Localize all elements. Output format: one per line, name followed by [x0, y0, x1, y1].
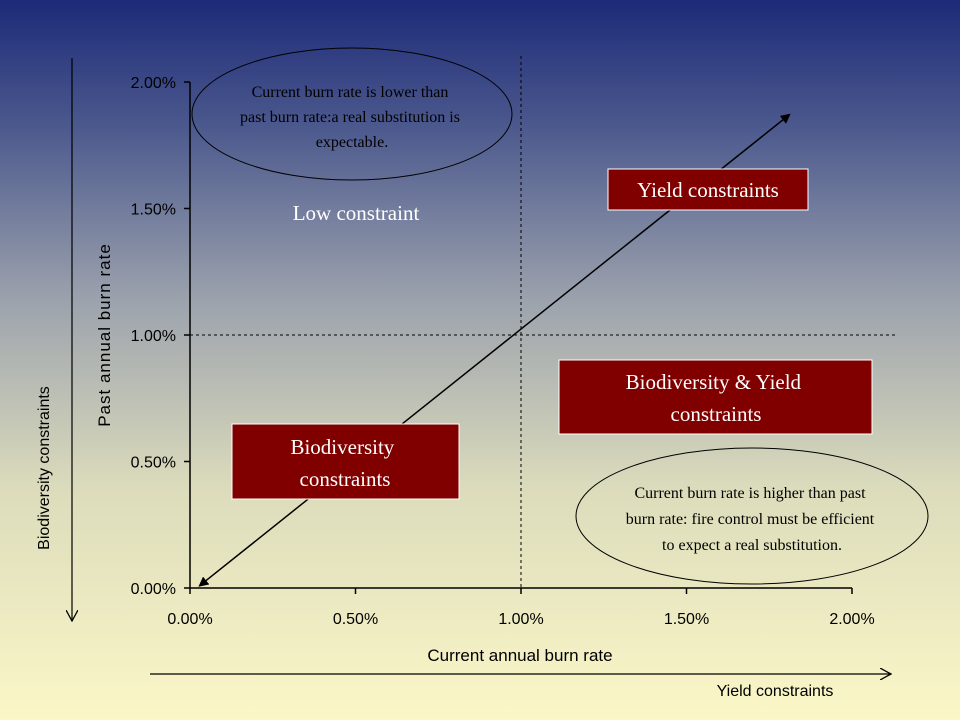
- zone-bio-box: [231, 423, 460, 500]
- zone-low-constraint: Low constraint: [293, 201, 420, 225]
- y-tick-label: 2.00%: [131, 75, 176, 92]
- zone-yield-label: Yield constraints: [637, 178, 779, 202]
- outer-vertical-label: Biodiversity constraints: [36, 386, 53, 550]
- note-top-text: Current burn rate is lower than past bur…: [240, 84, 464, 151]
- zone-both-box: [558, 359, 873, 435]
- x-tick-label: 0.00%: [167, 611, 212, 628]
- zone-yield-box: [607, 168, 809, 211]
- x-tick-label: 0.50%: [333, 611, 378, 628]
- note-bottom-ellipse: [575, 447, 929, 585]
- note-top-ellipse: [191, 47, 513, 181]
- x-tick-label: 1.00%: [498, 611, 543, 628]
- outer-horizontal-label: Yield constraints: [717, 683, 834, 700]
- note-bottom-text: Current burn rate is higher than past bu…: [626, 485, 879, 554]
- x-axis-title: Current annual burn rate: [427, 646, 612, 665]
- zone-bio-label: Biodiversity constraints: [290, 435, 399, 491]
- y-axis-title: Past annual burn rate: [95, 243, 114, 427]
- y-tick-label: 0.00%: [131, 581, 176, 598]
- y-tick-label: 0.50%: [131, 455, 176, 472]
- y-tick-label: 1.00%: [131, 328, 176, 345]
- y-tick-label: 1.50%: [131, 202, 176, 219]
- zone-both-label: Biodiversity & Yield constraints: [626, 370, 807, 426]
- x-tick-label: 1.50%: [664, 611, 709, 628]
- x-tick-label: 2.00%: [829, 611, 874, 628]
